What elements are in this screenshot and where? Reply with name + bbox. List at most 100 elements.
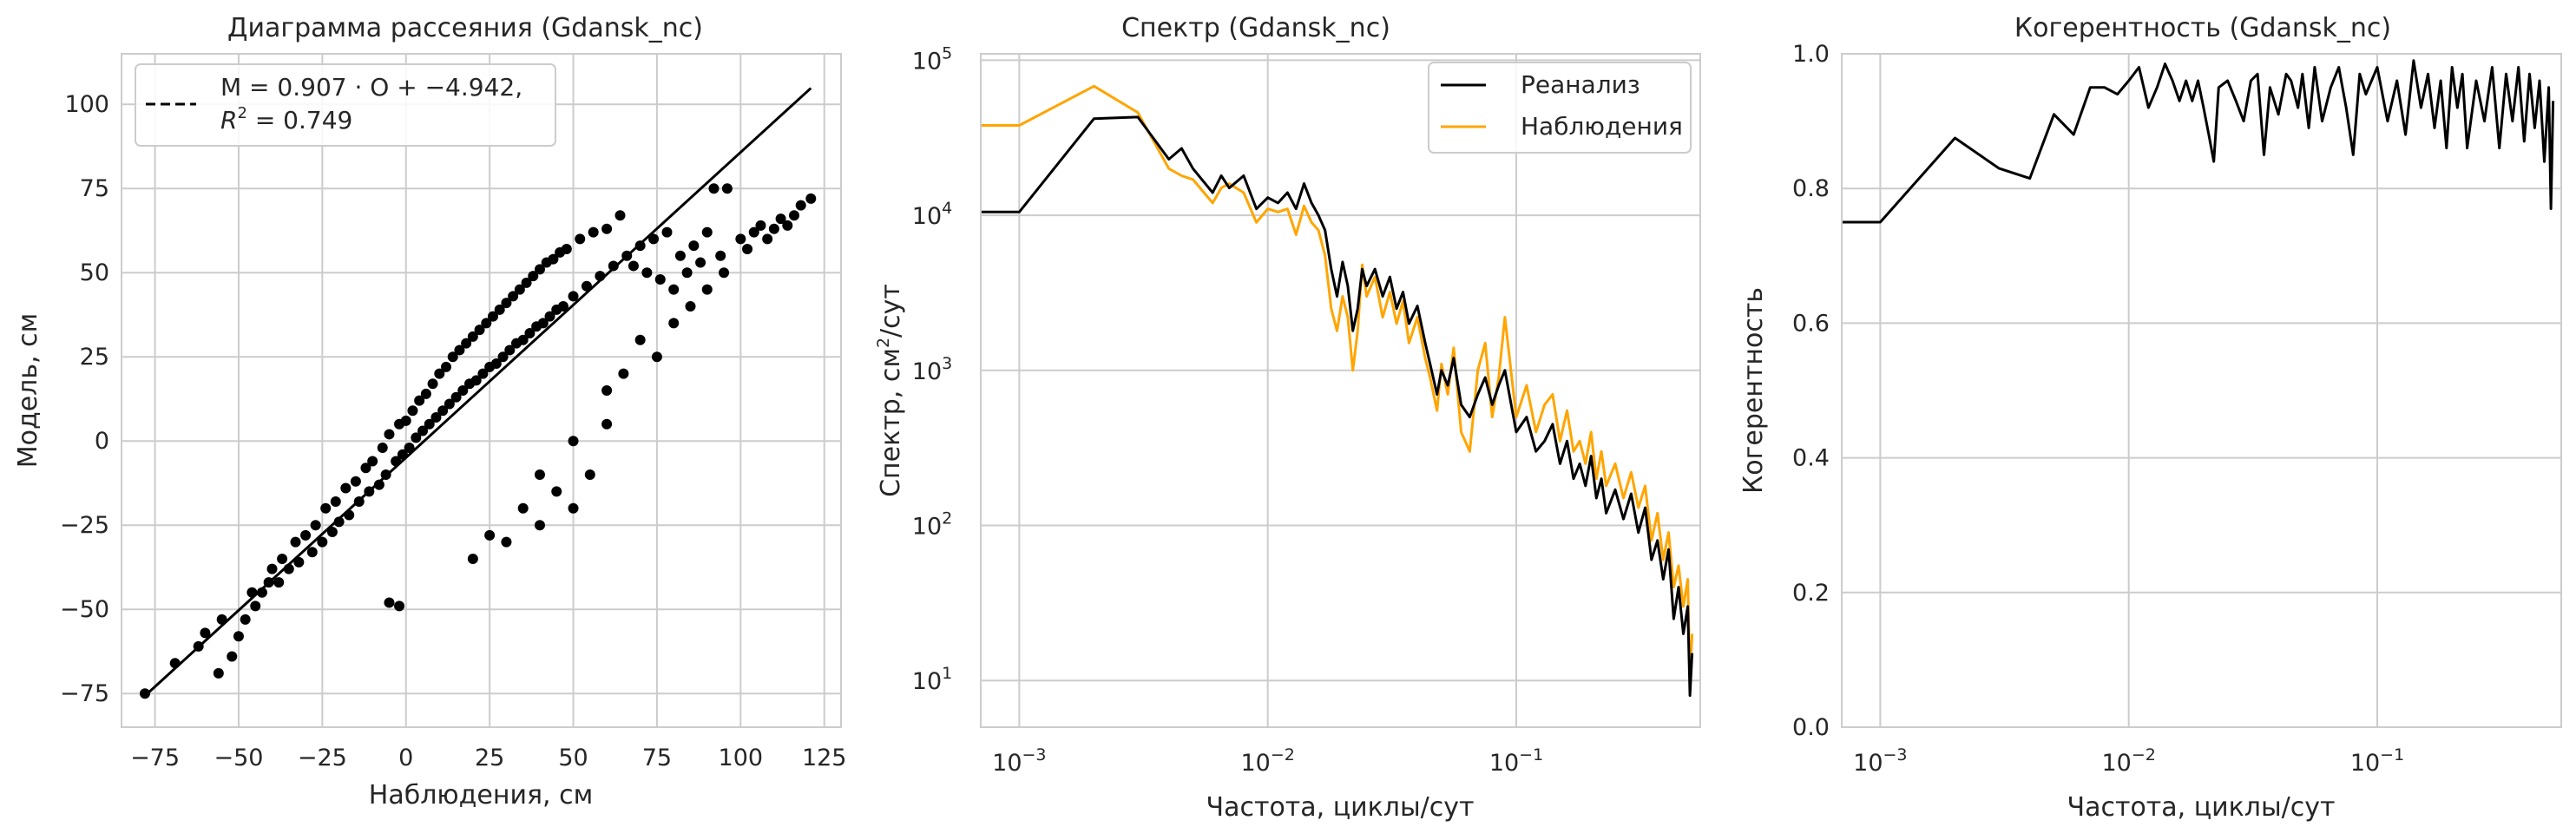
coherence-x-tick-label-exponent: −3: [1883, 745, 1908, 765]
scatter-point: [648, 233, 660, 245]
spectrum-y-tick-label-exponent: 3: [942, 354, 952, 373]
scatter-point: [708, 183, 720, 194]
scatter-point: [484, 529, 496, 541]
scatter-point: [651, 351, 662, 363]
scatter-point: [450, 391, 462, 403]
scatter-point: [470, 375, 482, 386]
scatter-x-tick-label: 0: [398, 745, 413, 771]
scatter-point: [467, 331, 478, 342]
scatter-point: [735, 233, 746, 245]
scatter-point: [524, 328, 536, 339]
scatter-point: [715, 250, 726, 261]
scatter-point: [561, 244, 572, 255]
scatter-point: [444, 398, 455, 410]
coherence-x-tick-label: 10−1: [2350, 745, 2404, 777]
scatter-legend-r-sup: 2: [237, 104, 246, 122]
spectrum-legend-box: [1428, 62, 1692, 154]
coherence-x-tick-label: 10−2: [2101, 745, 2155, 777]
spectrum-frame: [980, 53, 1701, 728]
scatter-point: [467, 554, 478, 564]
scatter-x-tick-label: 125: [802, 745, 847, 771]
spectrum-y-tick-label-base: 10: [912, 48, 942, 75]
spectrum-ylabel-main: Спектр, см: [876, 348, 906, 497]
spectrum-y-tick-label-base: 10: [912, 203, 942, 230]
scatter-y-tick-label: −75: [60, 680, 109, 707]
scatter-point: [200, 627, 211, 639]
scatter-x-tick-label: 100: [719, 745, 764, 771]
scatter-point: [266, 563, 278, 574]
scatter-x-tick-label: 50: [558, 745, 588, 771]
scatter-point: [300, 529, 312, 541]
scatter-legend-line2: R2 = 0.749: [220, 104, 352, 135]
scatter-point: [414, 395, 425, 406]
scatter-point: [614, 210, 626, 221]
scatter-point: [474, 325, 485, 336]
scatter-point: [457, 385, 469, 396]
scatter-point: [420, 388, 431, 399]
scatter-x-tick-label: −25: [298, 745, 347, 771]
scatter-point: [350, 476, 361, 487]
spectrum-x-tick-label: 10−2: [1240, 745, 1294, 777]
spectrum-grid: [981, 54, 1700, 727]
scatter-x-tick-label: −75: [130, 745, 180, 771]
scatter-point: [139, 688, 150, 699]
spectrum-legend-observations: Наблюдения: [1521, 112, 1683, 141]
scatter-point: [404, 442, 415, 453]
scatter-point: [437, 405, 449, 417]
scatter-point: [277, 554, 288, 564]
scatter-point: [575, 233, 586, 245]
coherence-x-tick-label-base: 10: [2350, 750, 2380, 777]
spectrum-x-tick-label-exponent: −1: [1519, 745, 1543, 765]
spectrum-series-line-0: [981, 115, 1694, 697]
scatter-legend-line1: M = 0.907 · O + −4.942,: [220, 73, 522, 102]
scatter-point: [394, 600, 405, 612]
scatter-point: [701, 226, 713, 238]
scatter-point: [240, 614, 251, 625]
coherence-y-ticks: 0.0 0.2 0.4 0.6 0.8 1.0: [1792, 41, 1830, 741]
scatter-point: [537, 318, 549, 329]
spectrum-y-tick-label-exponent: 5: [942, 43, 952, 62]
coherence-line: [1842, 59, 2555, 224]
scatter-point: [411, 432, 422, 443]
scatter-point: [548, 253, 559, 265]
scatter-point: [367, 456, 378, 467]
scatter-legend-box: [135, 63, 556, 147]
scatter-point: [508, 291, 519, 302]
scatter-legend-r: R: [220, 106, 237, 135]
scatter-point: [742, 244, 753, 255]
spectrum-series-line-1: [981, 84, 1694, 682]
coherence-x-ticks: 10−3 10−2 10−1: [1853, 745, 2404, 777]
scatter-point: [320, 502, 332, 514]
spectrum-title: Спектр (Gdansk_nc): [1121, 13, 1390, 43]
spectrum-lines: [981, 84, 1694, 697]
scatter-point: [795, 200, 806, 211]
spectrum-x-tick-label: 10−1: [1489, 745, 1543, 777]
scatter-xlabel: Наблюдения, см: [369, 780, 593, 810]
scatter-y-tick-label: 0: [95, 428, 109, 455]
coherence-y-tick-label: 0.4: [1792, 445, 1830, 472]
scatter-point: [544, 311, 555, 322]
coherence-y-tick-label: 0.0: [1792, 714, 1830, 741]
spectrum-legend: Реанализ Наблюдения: [1428, 62, 1692, 154]
scatter-point: [534, 520, 545, 531]
scatter-point: [755, 220, 766, 231]
spectrum-x-tick-label-base: 10: [1489, 750, 1519, 777]
scatter-point: [601, 385, 613, 396]
coherence-x-tick-label-exponent: −2: [2132, 745, 2156, 765]
scatter-x-tick-label: −50: [214, 745, 263, 771]
scatter-point: [317, 536, 328, 548]
scatter-point: [490, 358, 502, 369]
coherence-x-tick-label-base: 10: [2101, 750, 2131, 777]
scatter-point: [400, 415, 411, 426]
spectrum-y-tick-label-base: 10: [912, 358, 942, 385]
scatter-point: [618, 368, 629, 379]
scatter-point: [674, 250, 686, 261]
scatter-point: [775, 213, 786, 225]
scatter-point: [213, 667, 224, 679]
scatter-point: [447, 351, 458, 363]
scatter-point: [701, 284, 713, 295]
spectrum-y-tick-label-exponent: 2: [942, 509, 952, 528]
spectrum-x-ticks: 10−3 10−2 10−1: [992, 745, 1543, 777]
spectrum-legend-reanalysis: Реанализ: [1521, 70, 1640, 99]
